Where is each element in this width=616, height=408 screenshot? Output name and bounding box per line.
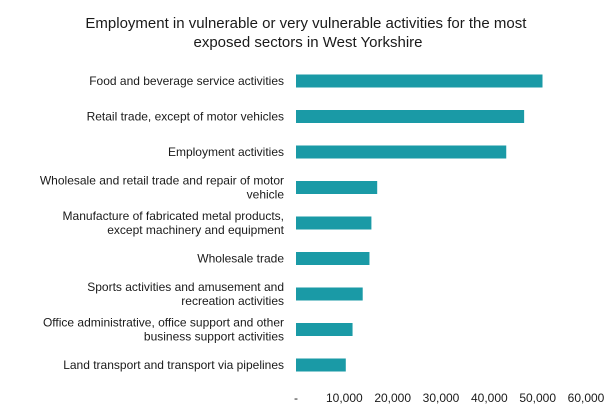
bar <box>296 287 363 301</box>
category-label-line: Wholesale and retail trade and repair of… <box>40 174 284 188</box>
category-labels: Food and beverage service activities Reta… <box>40 74 285 372</box>
x-tick-label: 30,000 <box>423 391 460 405</box>
bar <box>296 74 543 88</box>
category-label-line: Employment activities <box>168 145 284 159</box>
category-label-line: recreation activities <box>181 294 284 308</box>
x-tick-label: - <box>294 391 298 405</box>
category-label: Sports activities and amusement and recre… <box>87 280 284 308</box>
x-tick-label: 20,000 <box>374 391 411 405</box>
category-label-line: Retail trade, except of motor vehicles <box>87 110 284 124</box>
x-tick-label: 50,000 <box>519 391 556 405</box>
category-label-line: vehicle <box>247 188 285 202</box>
category-label: Employment activities <box>168 145 284 159</box>
category-label-line: Land transport and transport via pipelin… <box>63 358 284 372</box>
category-label: Land transport and transport via pipelin… <box>63 358 284 372</box>
chart-title-line-1: Employment in vulnerable or very vulnera… <box>85 15 527 32</box>
category-label-line: Manufacture of fabricated metal products… <box>63 209 284 223</box>
bar <box>296 323 353 336</box>
bar <box>296 110 525 123</box>
bars-group <box>296 74 543 372</box>
category-label: Wholesale trade <box>197 252 284 266</box>
chart-title: Employment in vulnerable or very vulnera… <box>85 15 530 51</box>
category-label-line: Food and beverage service activities <box>89 74 284 88</box>
category-label-line: Office administrative, office support an… <box>43 316 284 330</box>
category-label-line: business support activities <box>144 330 284 344</box>
category-label: Office administrative, office support an… <box>43 316 284 344</box>
x-tick-label: 40,000 <box>471 391 508 405</box>
x-tick-label: 10,000 <box>326 391 363 405</box>
chart-title-line-2: exposed sectors in West Yorkshire <box>193 34 422 51</box>
x-tick-label: 60,000 <box>568 391 605 405</box>
bar <box>296 358 346 372</box>
category-label: Retail trade, except of motor vehicles <box>87 110 284 124</box>
bar <box>296 216 372 230</box>
x-axis-ticks: - 10,000 20,000 30,000 40,000 50,000 60,000 <box>294 391 605 405</box>
bar <box>296 252 370 265</box>
category-label-line: except machinery and equipment <box>107 223 284 237</box>
category-label-line: Sports activities and amusement and <box>87 280 284 294</box>
category-label-line: Wholesale trade <box>197 252 284 266</box>
category-label: Manufacture of fabricated metal products… <box>63 209 285 237</box>
bar <box>296 145 507 159</box>
category-label: Food and beverage service activities <box>89 74 284 88</box>
category-label: Wholesale and retail trade and repair of… <box>40 174 284 202</box>
bar <box>296 181 378 194</box>
